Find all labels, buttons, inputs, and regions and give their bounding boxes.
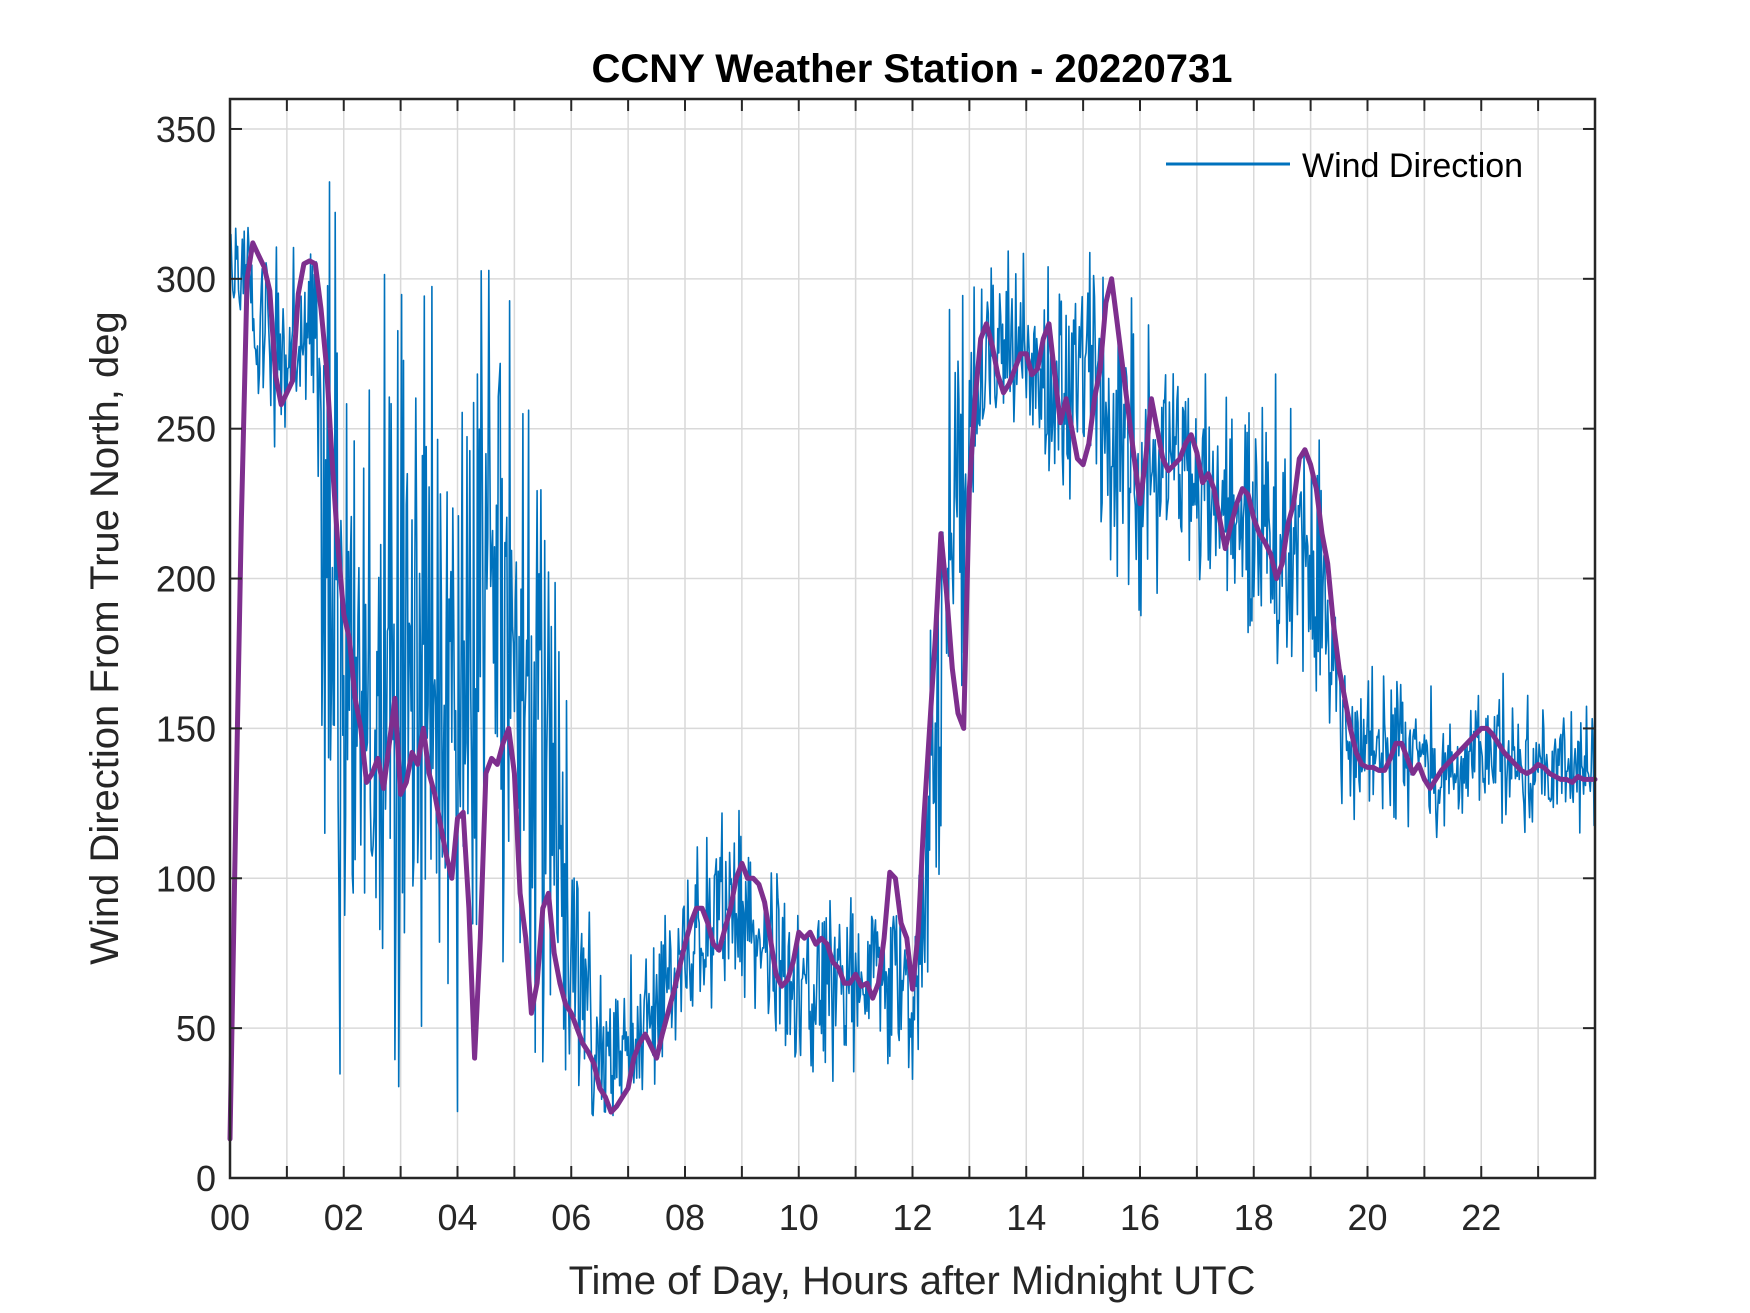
y-tick-label: 100 [156,858,216,899]
wind-direction-line [229,181,1596,1117]
y-axis-label: Wind Direction From True North, deg [83,311,127,965]
x-tick-label: 04 [437,1197,477,1238]
y-tick-label: 150 [156,708,216,749]
moving-average-series [227,240,1598,1142]
legend-label-wind-direction: Wind Direction [1302,147,1523,185]
x-tick-label: 02 [324,1197,364,1238]
y-tick-label: 50 [176,1008,216,1049]
y-tick-label: 200 [156,559,216,600]
x-tick-labels: 00 02 04 06 08 10 12 14 16 18 20 22 [210,1197,1501,1238]
moving-average-line [227,240,1598,1142]
wind-direction-series [229,181,1596,1117]
x-tick-label: 06 [551,1197,591,1238]
chart-title: CCNY Weather Station - 20220731 [592,47,1233,91]
x-tick-label: 12 [892,1197,932,1238]
x-tick-label: 00 [210,1197,250,1238]
y-tick-labels: 0 50 100 150 200 250 300 350 [156,109,216,1199]
y-tick-label: 250 [156,409,216,450]
y-tick-label: 0 [196,1158,216,1199]
y-tick-label: 300 [156,259,216,300]
plot-frame [228,97,1597,1180]
x-tick-label: 08 [665,1197,705,1238]
x-tick-label: 16 [1120,1197,1160,1238]
x-tick-label: 22 [1461,1197,1501,1238]
x-tick-label: 18 [1234,1197,1274,1238]
x-tick-label: 20 [1347,1197,1387,1238]
x-tick-label: 10 [779,1197,819,1238]
x-axis-label: Time of Day, Hours after Midnight UTC [569,1259,1256,1303]
legend: Wind Direction [1166,147,1523,185]
y-tick-label: 350 [156,109,216,150]
axis-ticks [229,99,1595,1179]
x-tick-label: 14 [1006,1197,1046,1238]
